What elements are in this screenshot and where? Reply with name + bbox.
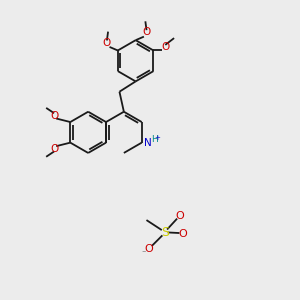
Text: O: O <box>142 27 151 37</box>
Text: H: H <box>151 136 158 145</box>
Text: ⁻: ⁻ <box>142 249 146 258</box>
Text: O: O <box>161 42 170 52</box>
Text: S: S <box>161 226 169 239</box>
Text: O: O <box>176 211 184 221</box>
Text: O: O <box>178 229 188 239</box>
Text: N: N <box>144 138 152 148</box>
Text: O: O <box>144 244 153 254</box>
Text: O: O <box>50 144 58 154</box>
Text: O: O <box>50 110 58 121</box>
Text: O: O <box>103 38 111 47</box>
Text: +: + <box>154 135 160 141</box>
